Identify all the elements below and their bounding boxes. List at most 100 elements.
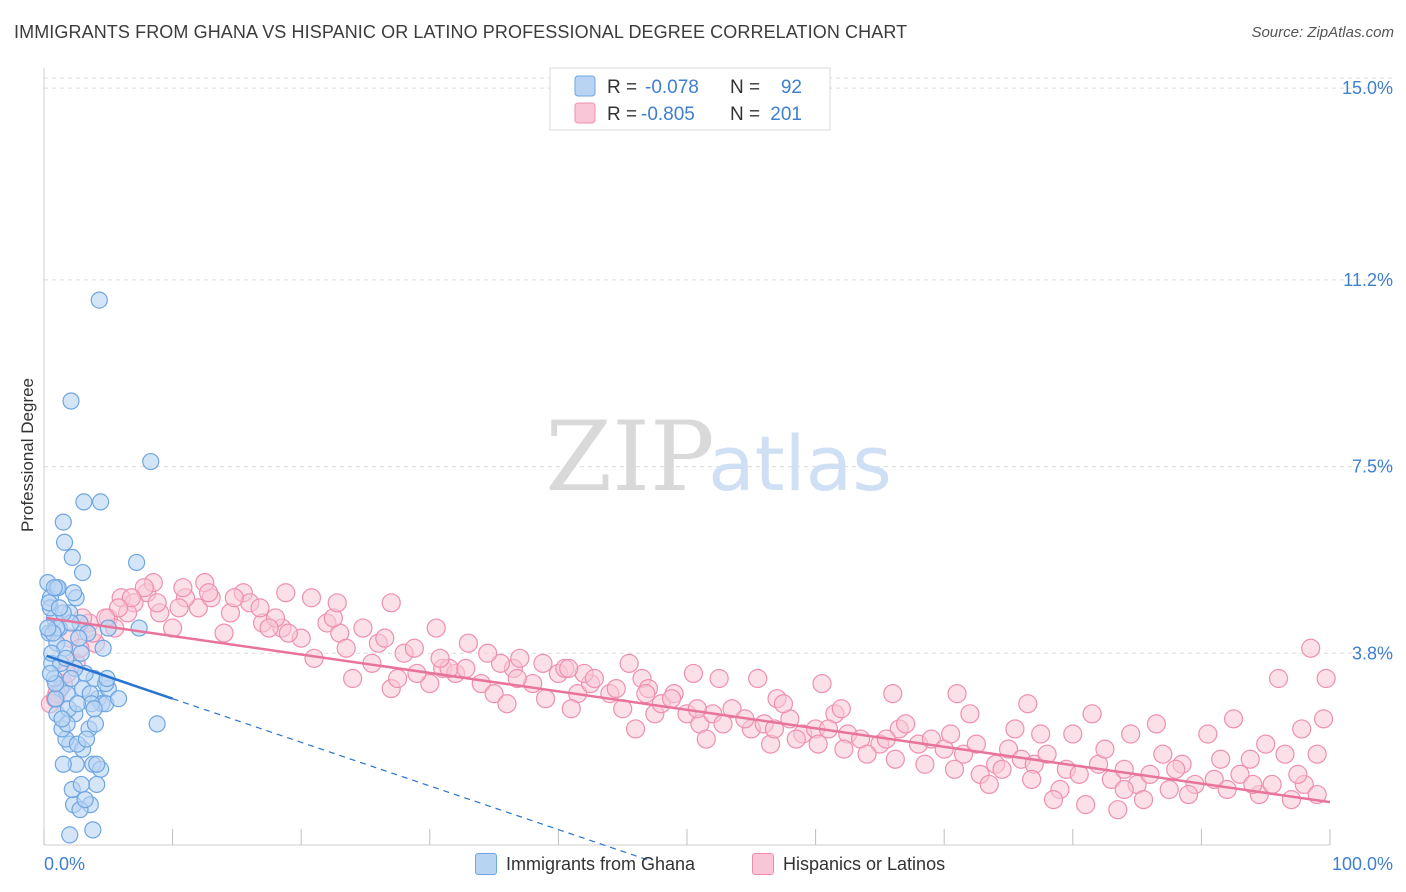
- hispanic-point-29: [535, 689, 556, 709]
- hispanic-point-158: [992, 759, 1012, 779]
- bottom-legend-hispanic: Hispanics or Latinos: [752, 853, 945, 875]
- hispanic-point-58: [966, 734, 986, 754]
- hispanic-point-97: [896, 714, 916, 734]
- hispanic-point-161: [915, 754, 935, 774]
- hispanic-point-134: [381, 593, 401, 613]
- legend-r-label-2: R =: [607, 104, 637, 125]
- legend-n-value-ghana: 92: [781, 77, 802, 98]
- hispanic-point-143: [947, 684, 967, 704]
- legend-r-label-1: R =: [607, 77, 637, 98]
- hispanic-point-145: [1082, 704, 1102, 724]
- hispanic-point-201: [1292, 719, 1312, 739]
- hispanic-point-190: [173, 578, 193, 598]
- hispanic-point-109: [1063, 724, 1083, 744]
- ghana-trend-line: [46, 654, 174, 700]
- hispanic-point-42: [722, 699, 742, 719]
- y-tick-labels: 3.8% 7.5% 11.2% 15.0%: [1342, 78, 1393, 663]
- hispanic-point-18: [343, 668, 363, 689]
- hispanic-point-152: [1178, 784, 1199, 805]
- y-axis-label: Professional Degree: [18, 377, 37, 533]
- hispanic-point-160: [944, 759, 965, 779]
- ghana-point-66: [86, 715, 105, 733]
- ghana-point-37: [130, 619, 148, 637]
- hispanic-point-116: [625, 719, 646, 739]
- hispanic-point-147: [1198, 724, 1218, 744]
- hispanic-point-203: [1166, 759, 1186, 779]
- hispanic-point-26: [484, 684, 504, 704]
- hispanic-point-173: [606, 678, 626, 699]
- hispanic-point-89: [407, 663, 427, 684]
- ghana-point-91: [41, 664, 60, 683]
- ghana-point-35: [127, 553, 146, 572]
- bottom-legend: Immigrants from Ghana Hispanics or Latin…: [0, 850, 1406, 880]
- hispanic-point-204: [1114, 779, 1134, 800]
- hispanic-point-165: [808, 734, 828, 754]
- series-hispanics-points: [40, 573, 1336, 820]
- hispanic-point-193: [121, 588, 142, 608]
- ghana-point-47: [72, 644, 90, 662]
- hispanic-point-95: [773, 694, 794, 714]
- hispanic-point-144: [1018, 694, 1038, 714]
- ghana-point-8: [55, 533, 74, 551]
- hispanic-point-22: [420, 673, 440, 694]
- hispanic-point-132: [259, 618, 279, 638]
- hispanic-point-185: [301, 588, 322, 608]
- ghana-point-43: [88, 775, 106, 794]
- ghana-point-85: [62, 669, 80, 688]
- hispanic-point-192: [134, 578, 154, 598]
- hispanic-point-121: [336, 638, 356, 658]
- ghana-point-29: [61, 826, 79, 844]
- hispanic-point-188: [224, 588, 244, 608]
- legend-swatch-ghana: [574, 75, 596, 97]
- hispanic-point-184: [327, 593, 347, 613]
- hispanic-point-94: [709, 668, 729, 689]
- legend: R = -0.078 N = 92 R = -0.805 N = 201: [549, 67, 831, 131]
- hispanic-point-79: [1281, 789, 1302, 810]
- ghana-point-56: [70, 629, 88, 647]
- hispanic-point-117: [561, 699, 581, 719]
- hispanic-point-68: [1114, 759, 1134, 779]
- hispanic-point-11: [214, 623, 234, 643]
- hispanic-point-138: [619, 653, 639, 673]
- hispanic-point-155: [1076, 795, 1096, 815]
- ghana-point-83: [45, 579, 63, 597]
- hispanic-point-180: [430, 648, 450, 668]
- ghana-point-31: [62, 392, 80, 410]
- hispanic-point-154: [1108, 800, 1128, 820]
- hispanic-point-172: [636, 684, 656, 704]
- hispanic-point-142: [883, 684, 903, 704]
- hispanic-point-136: [490, 653, 511, 673]
- hispanic-point-24: [458, 633, 478, 653]
- ghana-point-41: [54, 755, 72, 773]
- hispanic-point-63: [1037, 744, 1057, 764]
- bottom-legend-swatch-hispanic: [752, 853, 774, 875]
- axes: [43, 68, 1331, 846]
- hispanic-trend-line: [46, 616, 1331, 804]
- ghana-point-9: [63, 548, 81, 567]
- hispanic-point-162: [885, 749, 905, 769]
- source-label: Source: ZipAtlas.com: [1251, 24, 1394, 41]
- hispanic-point-189: [199, 583, 219, 603]
- hispanic-point-149: [1307, 744, 1327, 764]
- ghana-point-28: [84, 821, 102, 839]
- chart-title: IMMIGRANTS FROM GHANA VS HISPANIC OR LAT…: [14, 22, 908, 42]
- hispanic-point-86: [278, 623, 298, 643]
- hispanic-point-9: [188, 598, 208, 618]
- bottom-legend-label-hispanic: Hispanics or Latinos: [783, 853, 946, 874]
- hispanic-point-182: [375, 628, 395, 648]
- hispanic-point-157: [1022, 769, 1042, 790]
- hispanic-point-170: [687, 699, 707, 719]
- ghana-point-87: [94, 639, 112, 657]
- legend-swatch-hispanic: [574, 102, 596, 124]
- hispanic-point-174: [584, 668, 605, 689]
- ghana-point-14: [73, 563, 92, 582]
- hispanic-point-153: [1133, 789, 1154, 810]
- hispanic-point-166: [786, 729, 806, 749]
- ghana-point-68: [109, 690, 128, 708]
- ghana-point-33: [91, 493, 110, 511]
- ghana-point-74: [88, 755, 106, 773]
- bottom-legend-swatch-ghana: [475, 853, 497, 875]
- series-ghana-points: [39, 291, 166, 844]
- watermark: ZIP atlas: [545, 401, 891, 513]
- hispanic-point-111: [941, 724, 961, 744]
